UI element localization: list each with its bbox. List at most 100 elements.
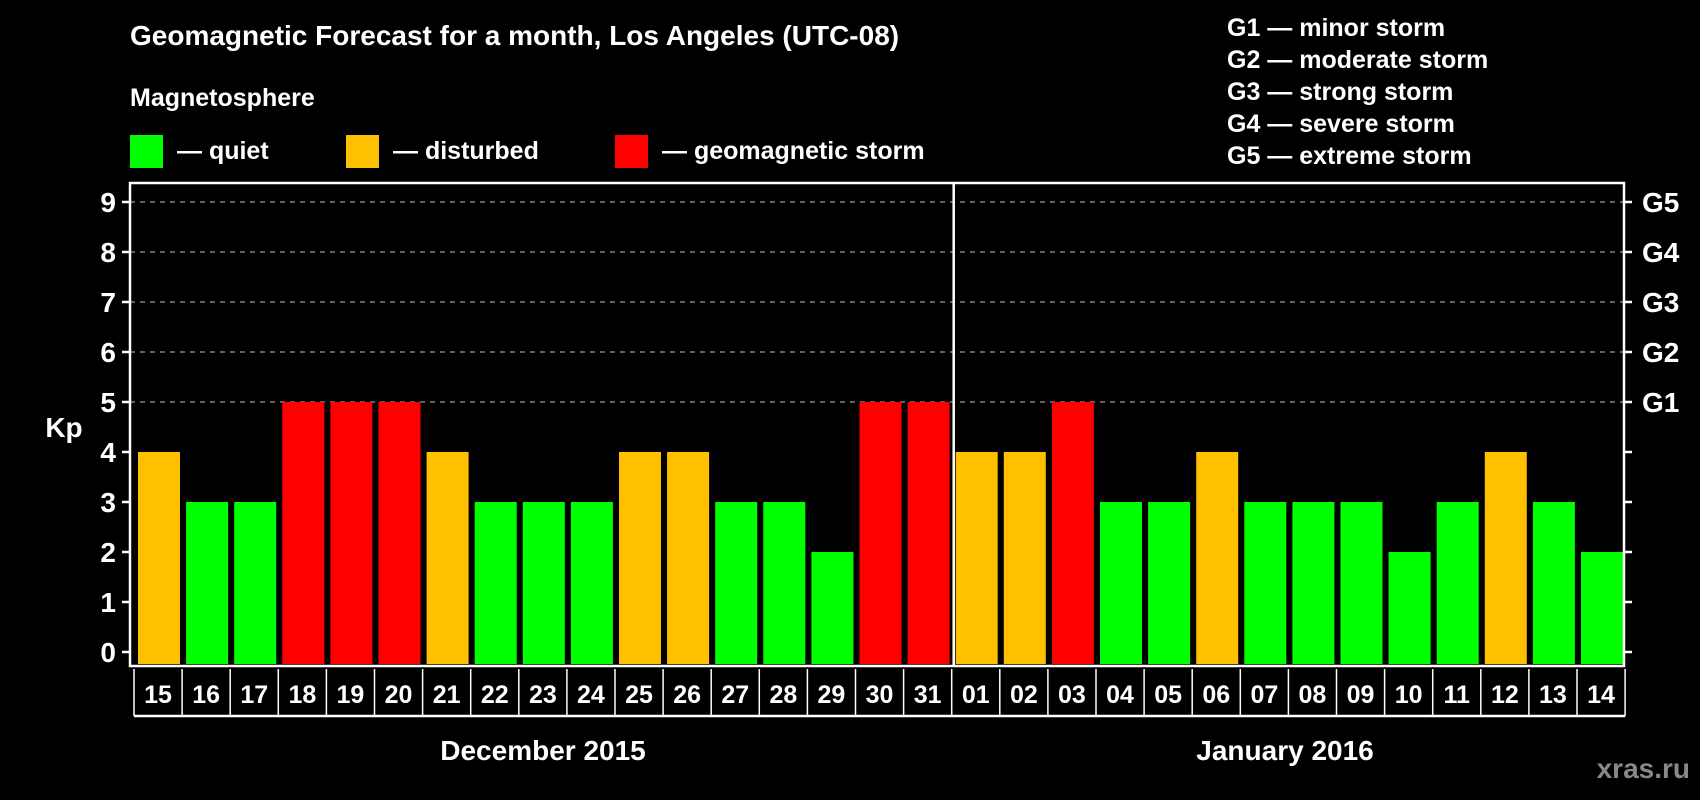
date-label: 13 xyxy=(1539,681,1567,709)
date-label: 15 xyxy=(144,681,172,709)
legend-label: — disturbed xyxy=(393,136,539,165)
grid-lines xyxy=(130,201,1624,403)
legend-subtitle: Magnetosphere xyxy=(130,84,315,112)
date-label: 25 xyxy=(625,681,653,709)
kp-bar xyxy=(474,502,517,664)
kp-bar xyxy=(763,502,806,664)
kp-bar xyxy=(667,452,710,664)
date-label: 21 xyxy=(433,681,461,709)
kp-bar xyxy=(138,452,180,664)
kp-bar xyxy=(186,502,229,664)
kp-bar xyxy=(1436,502,1479,664)
legend-item-disturbed: — disturbed xyxy=(346,134,539,168)
date-label: 06 xyxy=(1202,681,1230,709)
plot-border xyxy=(128,181,1626,668)
kp-bar xyxy=(234,502,277,664)
y-tick-label: 6 xyxy=(100,337,116,368)
y-tick-label: 9 xyxy=(100,187,116,218)
g-scale-label: G3 xyxy=(1642,287,1679,318)
kp-bar xyxy=(330,402,373,664)
legend-label: — geomagnetic storm xyxy=(662,136,925,165)
date-label: 07 xyxy=(1250,681,1278,709)
kp-bar xyxy=(1244,502,1287,664)
date-label: 17 xyxy=(240,681,268,709)
kp-bar xyxy=(715,502,758,664)
date-label: 23 xyxy=(529,681,557,709)
y-tick-label: 5 xyxy=(100,387,116,418)
legend-item-quiet: — quiet xyxy=(130,134,269,168)
watermark: xras.ru xyxy=(1596,753,1690,784)
plot-frame xyxy=(128,181,1626,668)
date-label: 20 xyxy=(385,681,413,709)
date-label: 02 xyxy=(1010,681,1038,709)
g-legend-item: G1 — minor storm xyxy=(1227,14,1446,42)
kp-bar xyxy=(1532,502,1575,664)
y-tick-label: 0 xyxy=(100,637,116,668)
date-label: 05 xyxy=(1154,681,1182,709)
right-axis-g-scale: G1 G2 G3 G4 G5 xyxy=(1624,187,1680,654)
y-tick-label: 8 xyxy=(100,237,116,268)
kp-bar xyxy=(955,452,998,664)
chart-title: Geomagnetic Forecast for a month, Los An… xyxy=(130,20,900,51)
x-axis-dates: 15 16 17 18 19 20 21 22 23 24 25 26 27 28 29 30 31 01 02 03… xyxy=(133,669,1626,718)
kp-bar xyxy=(1196,452,1239,664)
date-label: 22 xyxy=(481,681,509,709)
date-label: 28 xyxy=(769,681,797,709)
date-label: 24 xyxy=(577,681,605,709)
kp-bar xyxy=(378,402,421,664)
g-scale-legend: G1 — minor storm G2 — moderate storm G3 … xyxy=(1227,12,1488,172)
date-label: 14 xyxy=(1587,681,1615,709)
y-axis-label: Kp xyxy=(45,412,82,443)
kp-bar xyxy=(619,452,661,664)
kp-bar xyxy=(1340,502,1383,664)
kp-bar xyxy=(907,402,950,664)
month-label-january: January 2016 xyxy=(1196,735,1374,766)
date-label: 27 xyxy=(721,681,749,709)
date-label: 19 xyxy=(337,681,365,709)
kp-bar xyxy=(1292,502,1335,664)
date-label: 18 xyxy=(288,681,316,709)
y-tick-label: 3 xyxy=(100,487,116,518)
date-label: 10 xyxy=(1395,681,1423,709)
legend-item-storm: — geomagnetic storm xyxy=(615,134,925,168)
date-label: 30 xyxy=(866,681,894,709)
kp-bar xyxy=(1100,502,1142,664)
kp-bar xyxy=(426,452,469,664)
date-label: 09 xyxy=(1347,681,1375,709)
date-label: 03 xyxy=(1058,681,1086,709)
kp-bar xyxy=(1148,502,1191,664)
storm-swatch-icon xyxy=(615,134,648,168)
date-label: 31 xyxy=(914,681,942,709)
kp-bar xyxy=(1388,552,1431,664)
date-label: 11 xyxy=(1444,681,1471,709)
kp-bar xyxy=(1581,552,1623,664)
kp-bar xyxy=(1484,452,1527,664)
kp-bar xyxy=(570,502,613,664)
kp-bar xyxy=(859,402,902,664)
date-label: 26 xyxy=(673,681,701,709)
g-scale-label: G4 xyxy=(1642,237,1680,268)
legend-label: — quiet xyxy=(177,136,269,165)
g-legend-item: G5 — extreme storm xyxy=(1227,142,1472,170)
g-scale-label: G5 xyxy=(1642,187,1679,218)
date-label: 08 xyxy=(1299,681,1327,709)
kp-bar xyxy=(282,402,325,664)
kp-bar xyxy=(1003,452,1046,664)
date-label: 29 xyxy=(818,681,846,709)
bars xyxy=(138,402,1623,664)
g-legend-item: G4 — severe storm xyxy=(1227,110,1455,138)
y-tick-label: 4 xyxy=(100,437,116,468)
g-legend-item: G2 — moderate storm xyxy=(1227,46,1489,74)
date-label: 16 xyxy=(192,681,220,709)
g-scale-label: G1 xyxy=(1642,387,1679,418)
quiet-swatch-icon xyxy=(130,134,163,168)
y-axis: 0 1 2 3 4 5 6 7 8 9 xyxy=(100,187,130,668)
y-tick-label: 7 xyxy=(100,287,116,318)
disturbed-swatch-icon xyxy=(346,134,379,168)
kp-bar xyxy=(522,502,565,664)
date-label: 01 xyxy=(962,681,990,709)
date-label: 12 xyxy=(1491,681,1519,709)
g-legend-item: G3 — strong storm xyxy=(1227,78,1454,106)
y-tick-label: 2 xyxy=(100,537,116,568)
